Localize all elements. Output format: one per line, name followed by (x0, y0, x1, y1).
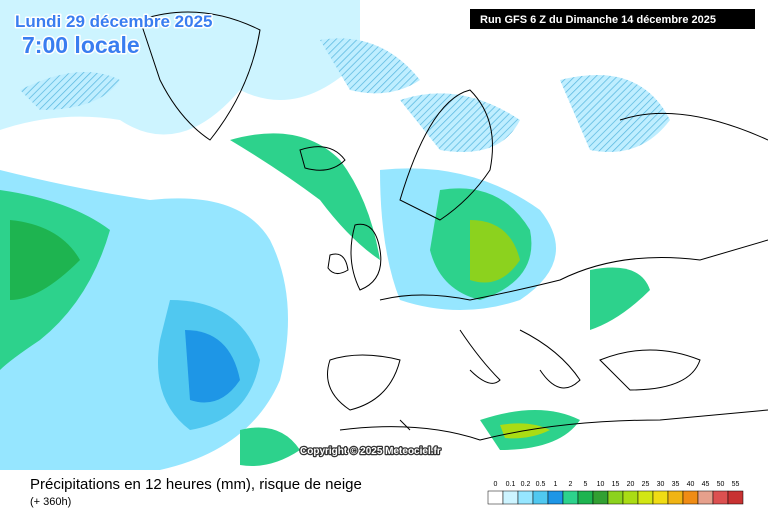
legend-swatch (532, 490, 549, 505)
legend-swatch (592, 490, 609, 505)
legend-swatch (487, 490, 504, 505)
time-label: 7:00 locale (22, 32, 140, 58)
legend-swatch (697, 490, 714, 505)
legend-label: 40 (687, 481, 695, 488)
footer-title: Précipitations en 12 heures (mm), risque… (30, 476, 362, 493)
legend-label: 50 (717, 481, 725, 488)
legend-label: 1 (554, 481, 558, 488)
legend-label: 10 (597, 481, 605, 488)
legend-swatch (652, 490, 669, 505)
legend-label: 2 (569, 481, 573, 488)
legend-label: 20 (627, 481, 635, 488)
date-label: Lundi 29 décembre 2025 (15, 12, 212, 31)
legend: 0 0.1 0.2 0.5 1 2 5 10 15 20 25 30 35 40 45 50 55 (487, 481, 744, 505)
legend-label: 15 (612, 481, 620, 488)
legend-label: 45 (702, 481, 710, 488)
run-box (470, 9, 755, 29)
legend-swatch (547, 490, 564, 505)
copyright: Copyright © 2025 Meteociel.fr (300, 446, 441, 457)
legend-label: 35 (672, 481, 680, 488)
legend-swatch (502, 490, 519, 505)
run-label: Run GFS 6 Z du Dimanche 14 décembre 2025 (480, 14, 716, 26)
legend-swatch (712, 490, 729, 505)
legend-swatch (622, 490, 639, 505)
legend-swatch (637, 490, 654, 505)
legend-swatch (607, 490, 624, 505)
legend-label: 5 (584, 481, 588, 488)
legend-label: 25 (642, 481, 650, 488)
legend-label: 30 (657, 481, 665, 488)
legend-swatch (517, 490, 534, 505)
legend-label: 0.5 (536, 481, 546, 488)
legend-swatch (727, 490, 744, 505)
legend-label: 0 (494, 481, 498, 488)
legend-swatch (562, 490, 579, 505)
legend-swatch (577, 490, 594, 505)
legend-label: 0.2 (521, 481, 531, 488)
footer-subtitle: (+ 360h) (30, 496, 71, 508)
legend-swatch (682, 490, 699, 505)
legend-label: 0.1 (506, 481, 516, 488)
legend-swatch (667, 490, 684, 505)
legend-label: 55 (732, 481, 740, 488)
map: Lundi 29 décembre 2025 7:00 locale Run G… (0, 0, 768, 470)
